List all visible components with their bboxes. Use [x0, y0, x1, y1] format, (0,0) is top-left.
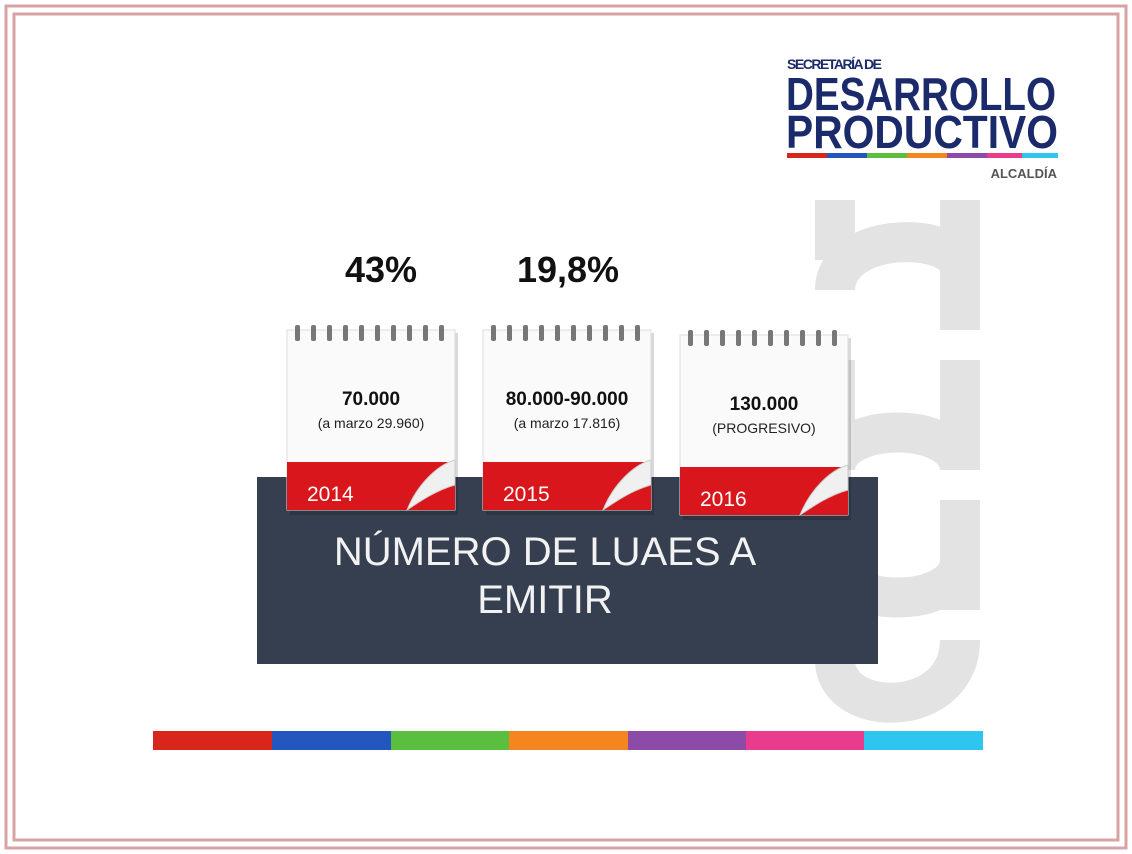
calendar-ring: [635, 325, 640, 341]
logo-line4: ALCALDÍA: [991, 166, 1058, 181]
calendar-ring: [587, 325, 592, 341]
calendar-value: 130.000: [730, 394, 799, 415]
banner-line1: NÚMERO DE LUAES A: [334, 529, 757, 574]
calendar-ring: [439, 325, 444, 341]
calendar-ring: [816, 330, 821, 346]
calendar-year: 2015: [503, 483, 550, 506]
calendar-ring: [832, 330, 837, 346]
calendar-ring: [555, 325, 560, 341]
color-bar: [153, 731, 983, 750]
calendar-ring: [688, 330, 693, 346]
calendar-curl: [405, 459, 456, 512]
calendar-ring: [507, 325, 512, 341]
percentage: 43%: [345, 249, 417, 290]
banner-line2: EMITIR: [477, 578, 613, 622]
calendar-ring: [800, 330, 805, 346]
calendar-ring: [491, 325, 496, 341]
calendar-ring: [523, 325, 528, 341]
calendar-ring: [295, 325, 300, 341]
logo-line1: SECRETARÍA DE: [787, 56, 882, 72]
calendar-ring: [539, 325, 544, 341]
calendar-note: (PROGRESIVO): [712, 420, 815, 436]
calendar-ring: [603, 325, 608, 341]
calendar-ring: [391, 325, 396, 341]
calendar-ring: [311, 325, 316, 341]
calendar-year: 2016: [700, 488, 747, 511]
calendar-curl: [601, 459, 652, 512]
calendar-ring: [375, 325, 380, 341]
calendar-ring: [619, 325, 624, 341]
calendar-ring: [752, 330, 757, 346]
logo-line2: DESARROLLO: [786, 68, 1056, 120]
logo-stripe: [787, 153, 1058, 158]
percentage: 19,8%: [517, 249, 619, 290]
frame-outer: [4, 4, 1128, 850]
calendar-ring: [423, 325, 428, 341]
calendar-ring: [343, 325, 348, 341]
calendar-curl: [798, 464, 849, 517]
calendar-ring: [736, 330, 741, 346]
calendar-year: 2014: [307, 483, 354, 506]
calendar-ring: [407, 325, 412, 341]
calendar-ring: [359, 325, 364, 341]
calendar-value: 80.000-90.000: [506, 389, 629, 410]
watermark: [815, 200, 980, 723]
calendar-ring: [720, 330, 725, 346]
calendar-ring: [571, 325, 576, 341]
calendar-ring: [704, 330, 709, 346]
frame-inner: [12, 12, 1120, 842]
calendar-value: 70.000: [342, 389, 400, 410]
calendar-ring: [327, 325, 332, 341]
calendar-ring: [784, 330, 789, 346]
calendar-ring: [768, 330, 773, 346]
calendar-note: (a marzo 17.816): [514, 415, 621, 431]
logo-line3: PRODUCTIVO: [786, 106, 1058, 158]
calendar-note: (a marzo 29.960): [318, 415, 425, 431]
